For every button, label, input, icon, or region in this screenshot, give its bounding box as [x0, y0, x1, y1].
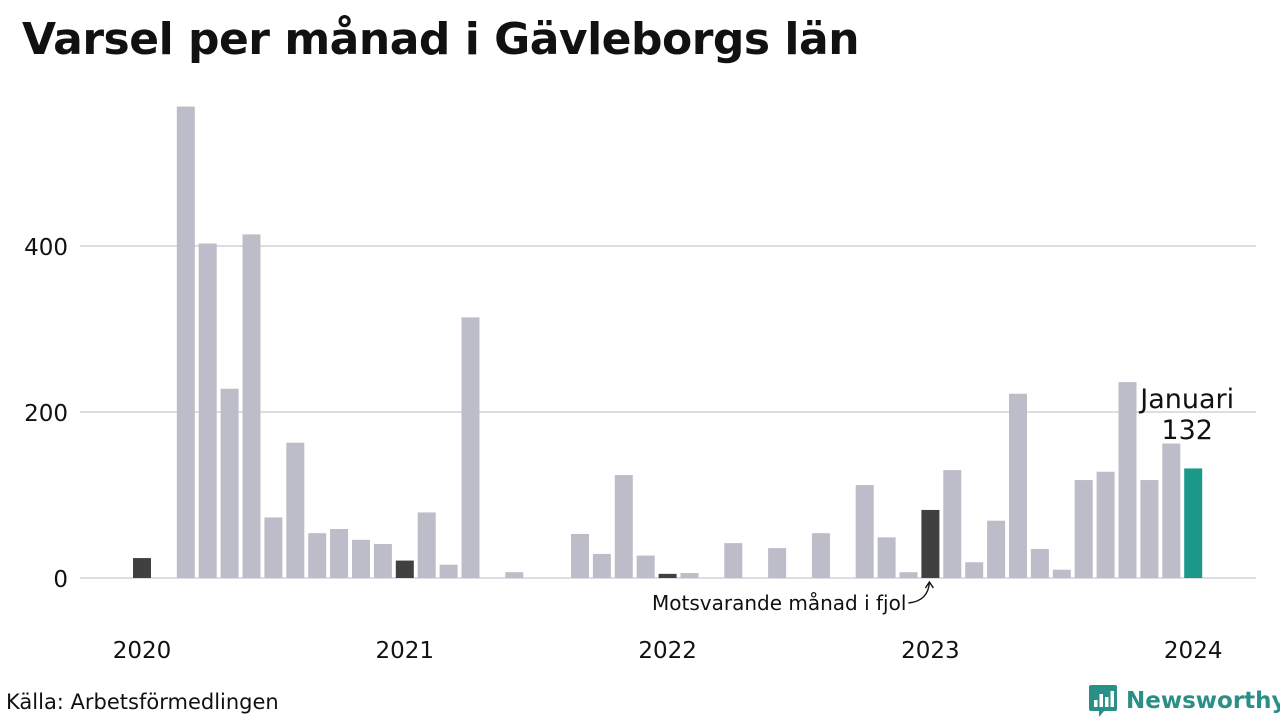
x-tick-label: 2020 [113, 638, 172, 664]
bar [1074, 480, 1093, 578]
bars [133, 106, 1203, 578]
x-tick-label: 2021 [376, 638, 435, 664]
bar [417, 512, 436, 578]
bar [176, 106, 195, 578]
bar [877, 537, 896, 578]
bar [461, 317, 480, 578]
brand-name: Newsworthy [1126, 688, 1280, 714]
bar [220, 388, 239, 578]
bar [899, 572, 918, 578]
bar [373, 543, 392, 578]
bar [987, 520, 1006, 578]
bar [1030, 548, 1049, 578]
bar [1052, 569, 1071, 578]
previous-year-arrow [908, 580, 934, 604]
bar [658, 573, 677, 578]
brand-logo: Newsworthy [1088, 684, 1280, 718]
bar [811, 533, 830, 578]
x-axis-ticks: 2020 2021 2022 2023 2024 [113, 638, 1223, 664]
bar-chart-speech-bubble-icon [1089, 685, 1117, 717]
bar [614, 475, 633, 578]
bar [286, 442, 305, 578]
bar [768, 548, 787, 578]
bar [1096, 471, 1115, 578]
bar [352, 539, 370, 578]
bar [592, 553, 611, 578]
y-tick-label: 400 [24, 235, 68, 261]
bar [1162, 443, 1181, 578]
bar [855, 485, 874, 578]
bar [943, 470, 962, 578]
y-axis-ticks: 0 200 400 [24, 235, 68, 593]
bar [505, 572, 524, 578]
bar [965, 562, 984, 578]
bar [198, 243, 217, 578]
bar [636, 555, 655, 578]
bar [439, 564, 458, 578]
x-tick-label: 2022 [638, 638, 697, 664]
bar [724, 543, 743, 578]
bar [1118, 382, 1137, 578]
bar [330, 529, 349, 578]
x-tick-label: 2023 [901, 638, 960, 664]
bar [308, 533, 327, 578]
bar [133, 558, 151, 578]
bar [1009, 393, 1027, 578]
current-month-label: Januari [1138, 384, 1234, 415]
x-tick-label: 2024 [1164, 638, 1223, 664]
bar [680, 573, 699, 578]
source-note: Källa: Arbetsförmedlingen [6, 690, 279, 714]
previous-year-note: Motsvarande månad i fjol [652, 591, 906, 615]
annotations: Januari 132 Motsvarande månad i fjol [652, 384, 1234, 615]
bar [242, 234, 261, 578]
y-tick-label: 200 [24, 401, 68, 427]
bar [1184, 468, 1203, 578]
bar [1140, 480, 1159, 578]
y-tick-label: 0 [53, 567, 68, 593]
bar [395, 560, 414, 578]
bar [571, 534, 589, 578]
current-month-value: 132 [1161, 415, 1213, 446]
bar [921, 509, 940, 578]
bar [264, 517, 283, 578]
chart-title: Varsel per månad i Gävleborgs län [22, 14, 860, 65]
